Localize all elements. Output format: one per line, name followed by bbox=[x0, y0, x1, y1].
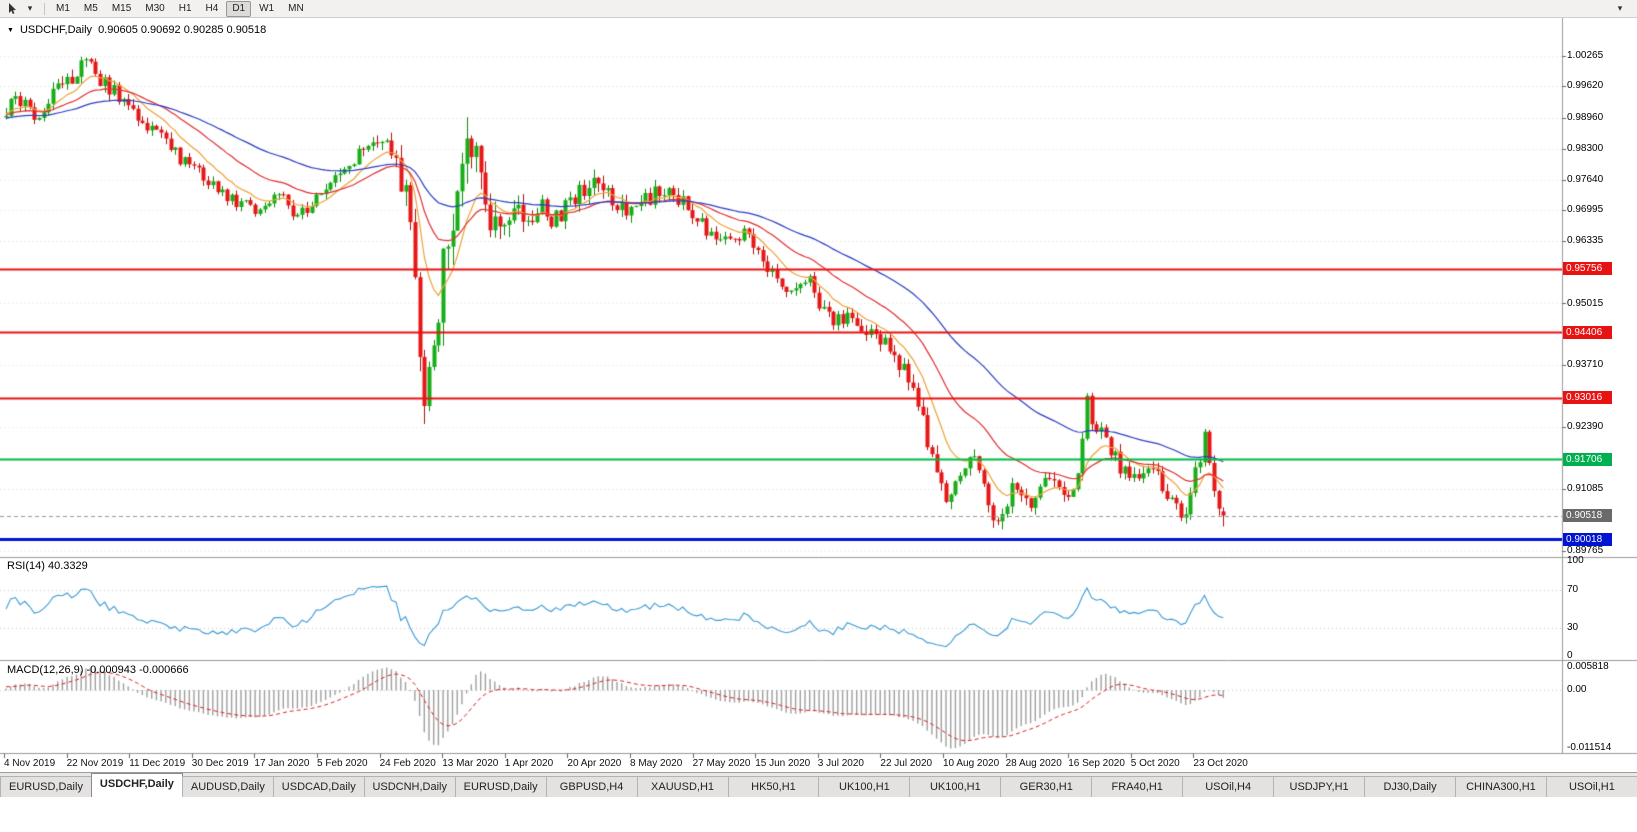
date-axis-label: 5 Oct 2020 bbox=[1130, 758, 1180, 769]
price-axis-label: 0.99620 bbox=[1567, 80, 1604, 92]
toolbar-separator bbox=[44, 2, 45, 15]
chart-tab-gbpusd-h4[interactable]: GBPUSD,H4 bbox=[545, 776, 638, 797]
date-axis-label: 30 Dec 2019 bbox=[191, 758, 249, 769]
date-axis-label: 17 Jan 2020 bbox=[254, 758, 310, 769]
chart-tab-usoil-h1[interactable]: USOil,H1 bbox=[1545, 776, 1637, 797]
price-level-badge: 0.94406 bbox=[1563, 325, 1612, 339]
cursor-dropdown-icon[interactable]: ▾ bbox=[27, 3, 33, 13]
price-axis-label: 1.00265 bbox=[1567, 50, 1604, 61]
chart-symbol-label: USDCHF,Daily bbox=[19, 24, 93, 36]
price-level-badge: 0.93016 bbox=[1563, 391, 1612, 405]
date-axis-label: 28 Aug 2020 bbox=[1005, 758, 1062, 769]
price-axis-label: 0.89765 bbox=[1567, 545, 1604, 556]
price-axis-label: 0.96995 bbox=[1567, 204, 1604, 216]
macd-axis-label: 0.005818 bbox=[1567, 661, 1609, 672]
date-axis-label: 3 Jul 2020 bbox=[817, 758, 864, 769]
chart-tab-audusd-daily[interactable]: AUDUSD,Daily bbox=[181, 776, 274, 797]
date-axis-label: 11 Dec 2019 bbox=[129, 758, 186, 769]
chart-tab-eurusd-daily[interactable]: EURUSD,Daily bbox=[0, 776, 92, 797]
timeframe-button-h4[interactable]: H4 bbox=[205, 2, 219, 14]
timeframe-button-m30[interactable]: M30 bbox=[145, 2, 165, 14]
chart-tab-usoil-h4[interactable]: USOil,H4 bbox=[1182, 776, 1275, 797]
chart-title: ▼ USDCHF,Daily 0.90605 0.90692 0.90285 0… bbox=[7, 24, 266, 36]
rsi-axis-label: 0 bbox=[1567, 650, 1573, 661]
chart-tab-xauusd-h1[interactable]: XAUUSD,H1 bbox=[636, 776, 729, 797]
date-axis-label: 27 May 2020 bbox=[692, 758, 751, 769]
price-axis-label: 0.98960 bbox=[1567, 111, 1604, 123]
rsi-indicator-label: RSI(14) 40.3329 bbox=[7, 560, 88, 572]
price-axis-label: 0.98300 bbox=[1567, 142, 1604, 154]
rsi-axis-label: 70 bbox=[1567, 583, 1579, 595]
chart-tab-usdjpy-h1[interactable]: USDJPY,H1 bbox=[1273, 776, 1366, 797]
price-level-badge: 0.90518 bbox=[1563, 509, 1612, 522]
date-axis-label: 20 Apr 2020 bbox=[567, 758, 622, 769]
cursor-tool-icon[interactable] bbox=[3, 1, 21, 17]
timeframe-button-m15[interactable]: M15 bbox=[111, 2, 132, 14]
date-axis-label: 23 Oct 2020 bbox=[1193, 758, 1248, 769]
chart-ohlc-values: 0.90605 0.90692 0.90285 0.90518 bbox=[98, 24, 267, 36]
top-toolbar: ▾ M1 M5 M15 M30 H1 H4 D1 W1 MN ▾ bbox=[0, 0, 1637, 18]
timeframe-button-d1[interactable]: D1 bbox=[226, 0, 252, 17]
date-axis-label: 24 Feb 2020 bbox=[379, 758, 436, 769]
timeframe-button-mn[interactable]: MN bbox=[288, 2, 304, 14]
chart-tab-usdchf-daily[interactable]: USDCHF,Daily bbox=[90, 773, 183, 797]
date-axis-label: 13 Mar 2020 bbox=[442, 758, 499, 769]
price-level-badge: 0.91706 bbox=[1563, 452, 1612, 466]
date-axis-label: 10 Aug 2020 bbox=[943, 758, 1000, 769]
macd-indicator-label: MACD(12,26,9) -0.000943 -0.000666 bbox=[7, 664, 189, 676]
chart-tab-china300-h1[interactable]: CHINA300,H1 bbox=[1455, 776, 1547, 797]
date-axis-label: 22 Nov 2019 bbox=[66, 758, 124, 769]
cursor-arrow-icon bbox=[8, 2, 16, 14]
rsi-axis-label: 100 bbox=[1567, 555, 1584, 566]
price-axis-label: 0.96335 bbox=[1567, 235, 1604, 247]
chart-tab-usdcnh-daily[interactable]: USDCNH,Daily bbox=[363, 776, 456, 797]
timeframe-group: M1 M5 M15 M30 H1 H4 D1 W1 MN bbox=[50, 0, 310, 17]
date-axis-label: 8 May 2020 bbox=[630, 758, 683, 769]
price-axis-label: 0.93710 bbox=[1567, 359, 1604, 371]
price-chart-canvas[interactable] bbox=[0, 18, 1637, 772]
macd-axis-label: -0.011514 bbox=[1567, 742, 1612, 753]
price-axis-label: 0.91085 bbox=[1567, 482, 1604, 494]
date-axis-label: 1 Apr 2020 bbox=[504, 758, 554, 769]
price-level-badge: 0.95756 bbox=[1563, 262, 1612, 276]
timeframe-button-m1[interactable]: M1 bbox=[56, 2, 70, 14]
price-axis-label: 0.92390 bbox=[1567, 421, 1604, 433]
price-axis-label: 0.95015 bbox=[1567, 297, 1604, 309]
chart-tab-uk100-h1[interactable]: UK100,H1 bbox=[909, 776, 1002, 797]
rsi-axis-label: 30 bbox=[1567, 621, 1579, 633]
date-axis-label: 22 Jul 2020 bbox=[880, 758, 933, 769]
chart-tab-usdcad-daily[interactable]: USDCAD,Daily bbox=[272, 776, 365, 797]
date-axis-label: 4 Nov 2019 bbox=[4, 758, 56, 769]
timeframe-button-m5[interactable]: M5 bbox=[83, 2, 98, 14]
date-axis-label: 16 Sep 2020 bbox=[1068, 758, 1125, 769]
price-level-badge: 0.90018 bbox=[1563, 532, 1612, 546]
timeframe-button-w1[interactable]: W1 bbox=[259, 2, 275, 14]
price-axis-label: 0.97640 bbox=[1567, 173, 1604, 185]
macd-axis-label: 0.00 bbox=[1567, 684, 1587, 695]
collapse-icon[interactable]: ▼ bbox=[7, 26, 14, 34]
chart-tab-eurusd-daily[interactable]: EURUSD,Daily bbox=[454, 776, 547, 797]
chart-tab-fra40-h1[interactable]: FRA40,H1 bbox=[1091, 776, 1184, 797]
chart-tab-bar: EURUSD,Daily USDCHF,Daily AUDUSD,Daily USDC… bbox=[0, 772, 1637, 797]
chart-tab-dj30-daily[interactable]: DJ30,Daily bbox=[1364, 776, 1456, 797]
timeframe-button-h1[interactable]: H1 bbox=[178, 2, 192, 14]
toolbar-overflow-icon[interactable]: ▾ bbox=[1617, 3, 1623, 13]
date-axis-label: 15 Jun 2020 bbox=[755, 758, 811, 769]
chart-tab-ger30-h1[interactable]: GER30,H1 bbox=[1000, 776, 1093, 797]
date-axis-label: 5 Feb 2020 bbox=[317, 758, 368, 769]
chart-tab-uk100-h1[interactable]: UK100,H1 bbox=[818, 776, 911, 797]
chart-tab-hk50-h1[interactable]: HK50,H1 bbox=[727, 776, 820, 797]
